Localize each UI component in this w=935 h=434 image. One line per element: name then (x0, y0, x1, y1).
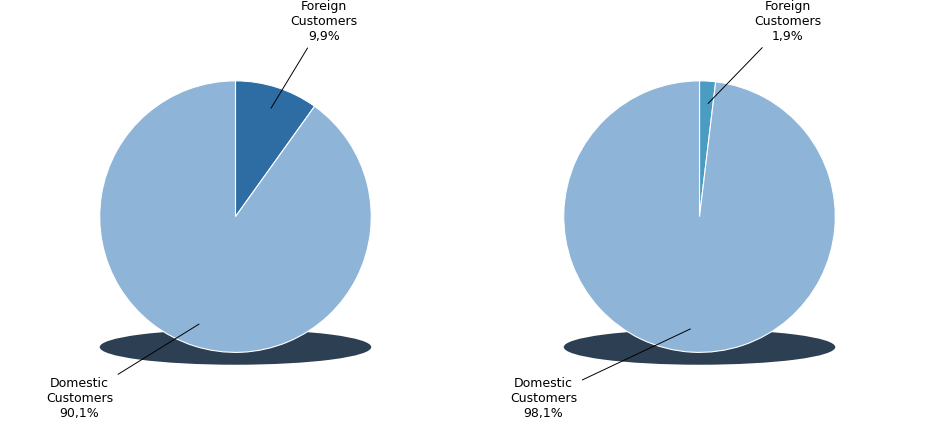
Ellipse shape (100, 329, 371, 365)
Wedge shape (699, 81, 715, 217)
Wedge shape (236, 81, 314, 217)
Text: Domestic
Customers
90,1%: Domestic Customers 90,1% (46, 324, 199, 420)
Text: Domestic
Customers
98,1%: Domestic Customers 98,1% (510, 329, 690, 420)
Wedge shape (100, 81, 371, 352)
Ellipse shape (564, 329, 835, 365)
Text: Foreign
Customers
9,9%: Foreign Customers 9,9% (271, 0, 357, 108)
Wedge shape (564, 81, 835, 352)
Text: Foreign
Customers
1,9%: Foreign Customers 1,9% (708, 0, 821, 103)
